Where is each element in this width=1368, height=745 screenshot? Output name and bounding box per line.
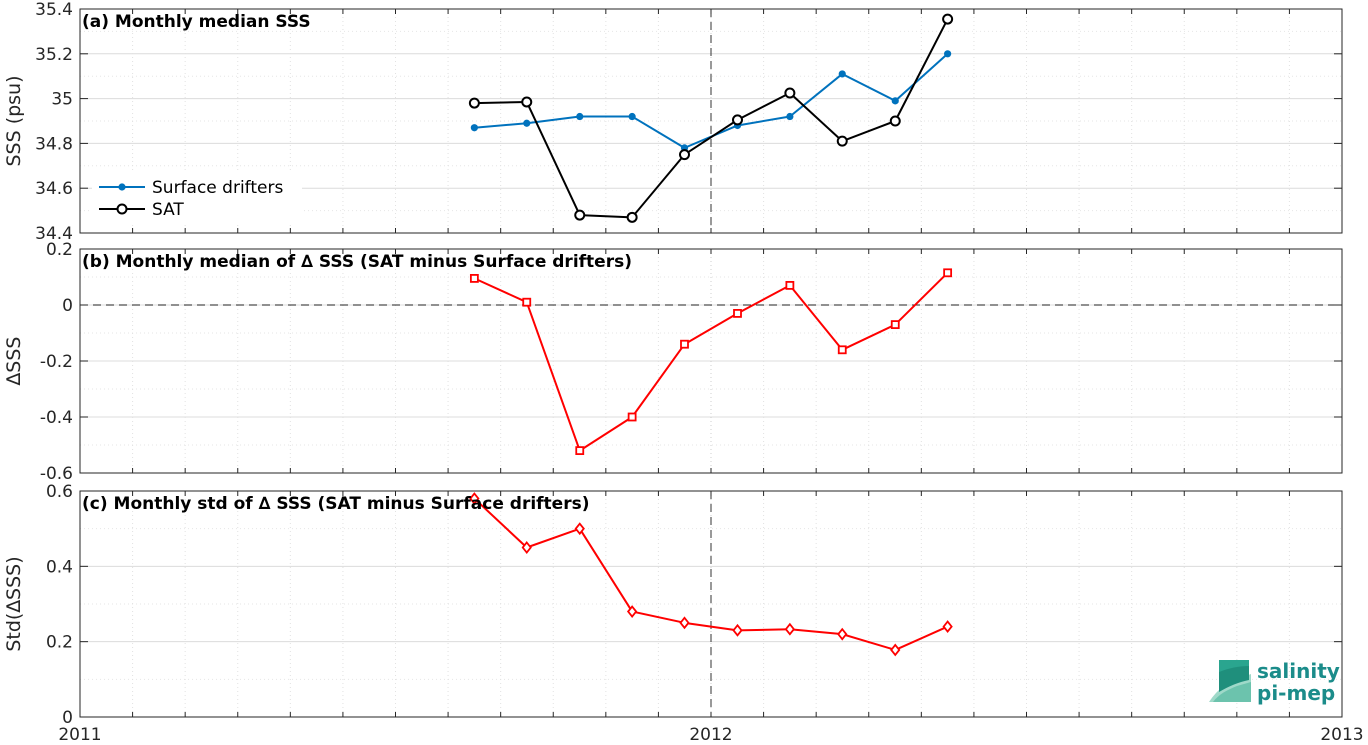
panel-c: 0 0.2 0.4 0.6 2011 2012 2013 Std(∆SSS) (c) Mo… (3, 482, 1364, 745)
data-point (838, 70, 846, 78)
data-point (733, 308, 742, 318)
y-tick-label: 34.8 (35, 134, 73, 154)
panel-c-series-line-0 (473, 497, 949, 651)
y-tick-label: 35.2 (35, 45, 73, 65)
logo-line1: salinity (1257, 659, 1340, 683)
y-tick-label: 35.4 (35, 0, 73, 20)
y-tick-label: 0.2 (46, 240, 73, 260)
data-point (628, 112, 636, 121)
data-point (891, 97, 899, 105)
salinity-pimep-logo: salinity pi-mep (1209, 659, 1340, 705)
y-tick-label: 0.6 (46, 482, 73, 502)
panel-b-series-line-0 (473, 272, 949, 452)
panel-b-grid (80, 249, 1342, 473)
legend-label: SAT (152, 200, 184, 220)
data-point (626, 211, 638, 223)
panel-c-grid (80, 491, 1342, 717)
y-tick-label: -0.6 (40, 464, 73, 484)
x-tick-label: 2012 (689, 725, 732, 745)
panel-b-series (469, 268, 953, 456)
data-point (576, 112, 584, 121)
panel-a: 34.4 34.6 34.8 35 35.2 35.4 SSS (psu) (a) Mon… (3, 0, 1343, 244)
data-point (784, 87, 796, 99)
data-point (944, 50, 952, 58)
y-tick-label: 0.4 (46, 557, 73, 577)
y-tick-label: 34.4 (35, 224, 73, 244)
data-point (890, 643, 901, 657)
y-tick-label: -0.4 (40, 408, 73, 428)
x-tick-label: 2013 (1320, 725, 1363, 745)
panel-b-title: (b) Monthly median of ∆ SSS (SAT minus S… (82, 252, 632, 272)
data-point (732, 114, 744, 126)
y-tick-label: 0 (62, 708, 73, 728)
data-point (679, 616, 690, 630)
data-point (836, 135, 848, 147)
data-point (678, 149, 690, 161)
panel-a-title: (a) Monthly median SSS (82, 12, 311, 32)
y-tick-label: 35 (51, 90, 73, 110)
data-point (469, 492, 480, 505)
data-point (574, 522, 585, 536)
data-point (522, 297, 532, 307)
y-tick-label: 0.2 (46, 633, 73, 653)
legend-marker (118, 183, 126, 191)
data-point (889, 115, 901, 127)
x-axis-ticks: 2011 2012 2013 (58, 725, 1363, 745)
data-point (785, 280, 795, 290)
x-tick-label: 2011 (58, 725, 101, 745)
legend-box (92, 172, 302, 224)
panel-c-yticks: 0 0.2 0.4 0.6 (46, 482, 1343, 728)
data-point (521, 541, 532, 554)
data-point (575, 446, 585, 456)
data-point (470, 124, 478, 132)
legend-label: Surface drifters (152, 178, 283, 198)
panel-a-yticks: 34.4 34.6 34.8 35 35.2 35.4 (35, 0, 1343, 244)
panel-a-series-line-1 (474, 18, 949, 219)
panel-b-ylabel: ∆SSS (3, 337, 25, 387)
panel-c-title: (c) Monthly std of ∆ SSS (SAT minus Surf… (82, 494, 589, 514)
y-tick-label: -0.2 (40, 352, 73, 372)
data-point (837, 345, 847, 355)
data-point (469, 273, 479, 283)
data-point (680, 339, 689, 349)
data-point (942, 13, 954, 25)
data-point (627, 412, 637, 422)
data-point (574, 209, 586, 221)
data-point (837, 627, 848, 641)
data-point (784, 622, 796, 636)
data-point (942, 620, 953, 634)
data-point (890, 320, 900, 330)
logo-line2: pi-mep (1257, 681, 1335, 705)
data-point (943, 268, 953, 278)
panel-b-yticks: -0.6 -0.4 -0.2 0 0.2 (40, 240, 1343, 484)
panel-c-ylabel: Std(∆SSS) (3, 556, 25, 651)
y-tick-label: 34.6 (35, 179, 73, 199)
legend-marker (116, 203, 128, 215)
panel-a-ylabel: SSS (psu) (3, 75, 25, 166)
panel-a-grid (80, 9, 1342, 233)
data-point (468, 97, 480, 109)
data-point (732, 623, 743, 637)
data-point (521, 96, 533, 108)
y-tick-label: 0 (62, 296, 73, 316)
panel-b: -0.6 -0.4 -0.2 0 0.2 ∆SSS (b) Monthly median… (3, 240, 1343, 484)
data-point (786, 112, 794, 121)
panel-c-series (469, 492, 953, 657)
panel-a-series (468, 13, 954, 223)
data-point (626, 605, 638, 618)
data-point (523, 119, 531, 127)
